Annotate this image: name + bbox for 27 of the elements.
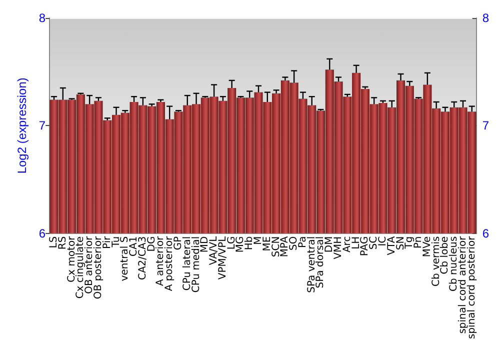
y2-tick-label: 7 [482, 118, 490, 133]
x-tick-label: Arc [342, 236, 353, 253]
y2-tick-label: 6 [482, 226, 490, 240]
y-tick-label: 6 [38, 226, 46, 240]
y-tick-label: 7 [38, 118, 46, 133]
x-tick-label: SCN [270, 236, 282, 258]
x-tick-label: SN [395, 236, 406, 250]
y-tick-label: 8 [38, 11, 46, 25]
x-tick-label: DG [146, 236, 158, 252]
x-tick-label: IC [377, 236, 388, 246]
x-tick-label: A posterior [164, 235, 176, 292]
x-tick-label: ME [262, 236, 273, 252]
x-tick-label: Tg [404, 236, 416, 250]
y2-tick-label: 8 [482, 11, 490, 25]
x-tick-label: spinal cord anterior [457, 235, 468, 334]
x-tick-label: OB posterior [92, 235, 104, 300]
x-tick-label: VPM/VPL [217, 236, 228, 280]
x-tick-label: Cb lobe [440, 236, 451, 274]
x-tick-label: GP [172, 236, 184, 250]
x-tick-label: CA2/CA3 [137, 236, 148, 280]
x-tick-label: spinal cord posterior [466, 235, 478, 340]
x-tick-label: MVe [422, 236, 433, 258]
x-tick-label: VTA [386, 236, 398, 256]
x-tick-label: RS [57, 236, 68, 250]
x-tick-label: Pir [102, 235, 113, 249]
y-axis-title: Log2 (expression) [15, 78, 29, 174]
x-tick-label: Pa [297, 236, 308, 248]
